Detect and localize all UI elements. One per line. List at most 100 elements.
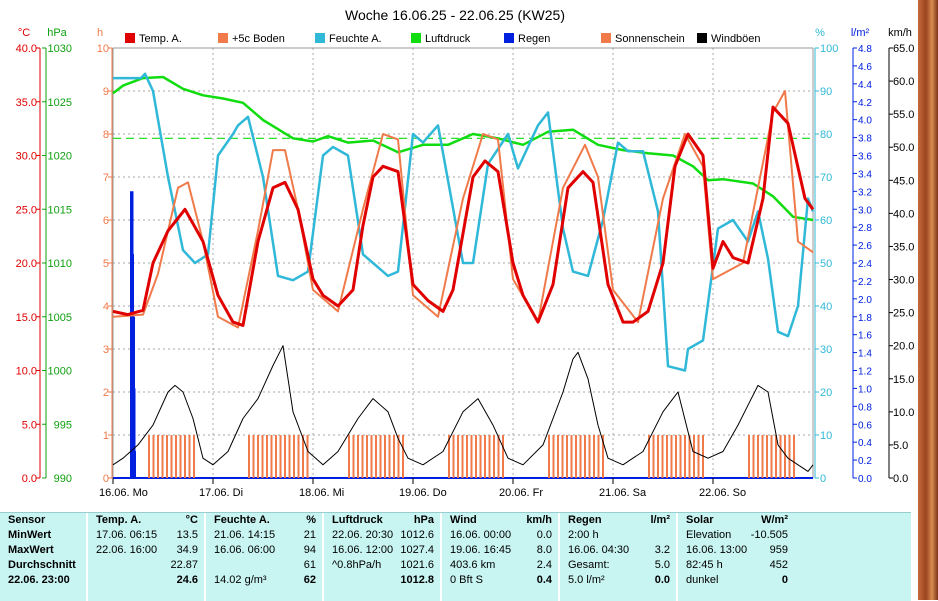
sunshine-bar bbox=[757, 435, 759, 478]
temp-max-value: 34.9 bbox=[176, 544, 198, 556]
rain-tick-label: 4.8 bbox=[858, 44, 872, 55]
rain-tick-label: 4.0 bbox=[858, 116, 872, 127]
sunshine-bar bbox=[557, 435, 559, 478]
rain-tick-label: 4.6 bbox=[858, 62, 872, 73]
feuchte-unit: % bbox=[306, 514, 316, 526]
row-label-max: MaxWert bbox=[8, 544, 54, 556]
wind-tick-label: 50.0 bbox=[893, 142, 914, 154]
sunshine-bar bbox=[784, 435, 786, 478]
temp-tick-label: 0.0 bbox=[22, 473, 37, 485]
wind-tick-label: 25.0 bbox=[893, 308, 914, 320]
wind-tick-label: 60.0 bbox=[893, 76, 914, 88]
rain-tick-label: 1.2 bbox=[858, 367, 872, 378]
regen-column: Regen l/m² 2:00 h 16.06. 04:30 3.2 Gesamt:… bbox=[558, 513, 676, 601]
hours-tick-label: 2 bbox=[103, 387, 109, 399]
feuchte-max-value: 94 bbox=[303, 544, 316, 556]
sunshine-bar bbox=[752, 435, 755, 478]
legend-swatch bbox=[315, 33, 325, 43]
chart-axes: 16.06. Mo 17.06. Di 18.06. Mi 19.06. Do 20.0… bbox=[16, 27, 915, 499]
sunshine-bar bbox=[675, 435, 677, 478]
regen-duration: 2:00 h bbox=[568, 529, 599, 541]
humidity-tick-label: 100 bbox=[820, 43, 838, 55]
sunshine-bar bbox=[588, 435, 591, 478]
rain-tick-label: 1.0 bbox=[858, 384, 872, 395]
sunshine-bar bbox=[152, 435, 155, 478]
sunshine-bar bbox=[148, 435, 150, 478]
solar-duration: 82:45 h bbox=[686, 559, 723, 571]
solar-column: Solar W/m² Elevation -10.505 16.06. 13:00 9… bbox=[676, 513, 794, 601]
hpa-tick-label: 990 bbox=[54, 473, 72, 485]
regen-sum: 5.0 l/m² bbox=[568, 574, 605, 586]
sunshine-bar bbox=[666, 435, 668, 478]
wind-tick-label: 35.0 bbox=[893, 241, 914, 253]
legend-swatch bbox=[125, 33, 135, 43]
temp-unit-label: °C bbox=[18, 27, 30, 39]
sunshine-bar bbox=[766, 435, 768, 478]
solar-max-time: 16.06. 13:00 bbox=[686, 544, 748, 556]
x-tick-label: 21.06. Sa bbox=[599, 487, 647, 499]
sunshine-bar bbox=[484, 435, 486, 478]
wind-tick-label: 5.0 bbox=[893, 440, 908, 452]
wind-tick-label: 55.0 bbox=[893, 109, 914, 121]
wind-distance: 403.6 km bbox=[450, 559, 496, 571]
hpa-tick-label: 1005 bbox=[48, 312, 72, 324]
sunshine-bar bbox=[561, 435, 564, 478]
solar-header: Solar bbox=[686, 514, 714, 526]
wind-min-value: 0.0 bbox=[536, 529, 552, 541]
wind-column: Wind km/h 16.06. 00:00 0.0 19.06. 16:45 8.0… bbox=[440, 513, 558, 601]
row-label-min: MinWert bbox=[8, 529, 52, 541]
sunshine-bar bbox=[575, 435, 577, 478]
sunshine-bar bbox=[306, 435, 309, 478]
hours-tick-label: 3 bbox=[103, 344, 109, 356]
feuchte-min-time: 21.06. 14:15 bbox=[214, 529, 276, 541]
rain-tick-label: 2.0 bbox=[858, 295, 872, 306]
wind-tick-label: 0.0 bbox=[893, 473, 908, 485]
legend-label: Luftdruck bbox=[425, 33, 471, 45]
rain-tick-label: 3.0 bbox=[858, 205, 872, 216]
chart-title: Woche 16.06.25 - 22.06.25 (KW25) bbox=[345, 7, 565, 23]
sunshine-bar bbox=[157, 435, 159, 478]
legend-label: Sonnenschein bbox=[615, 33, 685, 45]
humidity-tick-label: 30 bbox=[820, 344, 832, 356]
sunshine-bar bbox=[293, 435, 295, 478]
sunshine-bar bbox=[461, 435, 464, 478]
sunshine-bar bbox=[388, 435, 391, 478]
temp-tick-label: 10.0 bbox=[16, 366, 37, 378]
sunshine-bar bbox=[297, 435, 300, 478]
sunshine-bar bbox=[493, 435, 495, 478]
feuchte-avg-value: 61 bbox=[303, 559, 316, 571]
wind-tick-label: 10.0 bbox=[893, 407, 914, 419]
sunshine-bar bbox=[761, 435, 764, 478]
temp-min-time: 17.06. 06:15 bbox=[96, 529, 158, 541]
rain-tick-label: 0.4 bbox=[858, 438, 872, 449]
wind-max-time: 19.06. 16:45 bbox=[450, 544, 512, 556]
sunshine-bar bbox=[279, 435, 282, 478]
wind-min-time: 16.06. 00:00 bbox=[450, 529, 512, 541]
rain-tick-label: 0.6 bbox=[858, 420, 872, 431]
hours-tick-label: 9 bbox=[103, 86, 109, 98]
solar-elevation-value: -10.505 bbox=[750, 529, 788, 541]
row-label-avg: Durchschnitt bbox=[8, 559, 76, 571]
wind-max-value: 8.0 bbox=[536, 544, 552, 556]
rain-tick-label: 4.2 bbox=[858, 98, 872, 109]
humidity-tick-label: 40 bbox=[820, 301, 832, 313]
sensor-header: Sensor bbox=[8, 514, 46, 526]
sunshine-bar bbox=[352, 435, 355, 478]
sunshine-bar bbox=[748, 435, 750, 478]
row-label-current: 22.06. 23:00 bbox=[8, 574, 70, 586]
x-tick-label: 19.06. Do bbox=[399, 487, 447, 499]
sunshine-bar bbox=[179, 435, 182, 478]
sunshine-bar bbox=[348, 435, 350, 478]
temp-header: Temp. A. bbox=[96, 514, 142, 526]
rain-tick-label: 1.8 bbox=[858, 313, 872, 324]
sunshine-bar bbox=[448, 435, 450, 478]
wind-gust-line bbox=[112, 345, 814, 472]
rain-tick-label: 3.8 bbox=[858, 134, 872, 145]
hpa-unit-label: hPa bbox=[47, 27, 67, 39]
sunshine-bar bbox=[452, 435, 455, 478]
hours-tick-label: 8 bbox=[103, 129, 109, 141]
wind-avg-value: 2.4 bbox=[536, 559, 552, 571]
sunshine-bar bbox=[593, 435, 595, 478]
wind-tick-label: 20.0 bbox=[893, 341, 914, 353]
luftdruck-current-value: 1012.8 bbox=[400, 574, 434, 586]
